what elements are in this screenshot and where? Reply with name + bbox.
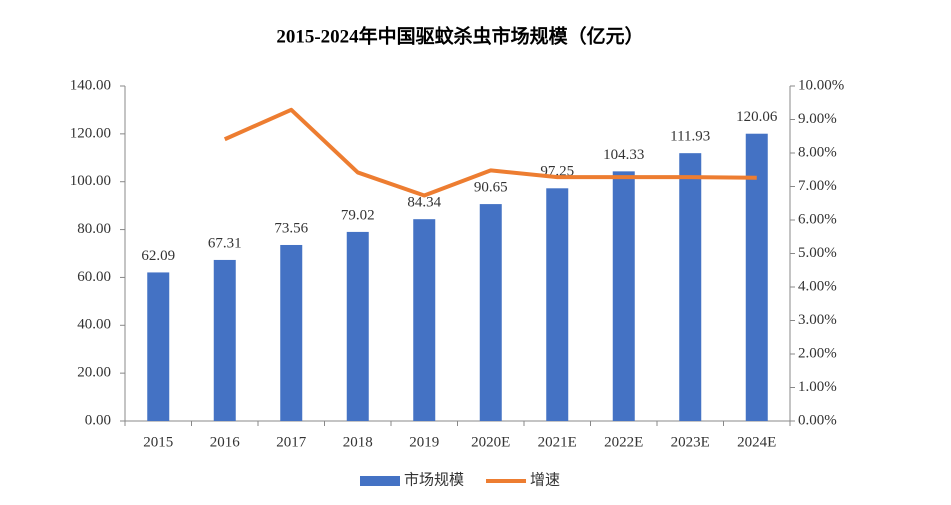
- y-tick-label: 100.00: [70, 173, 111, 189]
- x-tick-label: 2015: [143, 434, 173, 450]
- line: [223, 107, 757, 198]
- data-label: 120.06: [736, 109, 778, 125]
- data-label: 84.34: [407, 195, 441, 211]
- data-label: 104.33: [603, 147, 644, 163]
- data-label: 73.56: [274, 220, 308, 236]
- y2-tick-label: 4.00%: [798, 278, 837, 294]
- x-tick-label: 2022E: [604, 434, 643, 450]
- bar: [479, 204, 502, 421]
- x-tick-label: 2016: [210, 434, 241, 450]
- y2-tick-label: 1.00%: [798, 379, 837, 395]
- data-label: 90.65: [474, 180, 508, 196]
- y2-tick-label: 10.00%: [798, 77, 844, 93]
- y2-tick-label: 5.00%: [798, 245, 837, 261]
- y-tick-label: 20.00: [77, 365, 111, 381]
- y-tick-label: 140.00: [70, 77, 111, 93]
- x-tick-label: 2024E: [737, 434, 776, 450]
- y2-tick-label: 9.00%: [798, 111, 837, 127]
- chart-title: 2015-2024年中国驱蚊杀虫市场规模（亿元）: [276, 24, 643, 47]
- bar: [546, 188, 569, 421]
- bar: [213, 259, 236, 421]
- y2-tick-label: 7.00%: [798, 178, 837, 194]
- bar: [612, 171, 635, 421]
- bar: [147, 272, 170, 421]
- legend-label: 市场规模: [404, 471, 464, 488]
- y-tick-label: 80.00: [77, 221, 111, 237]
- bar: [679, 153, 702, 422]
- x-tick-label: 2021E: [538, 434, 577, 450]
- x-tick-label: 2017: [276, 434, 307, 450]
- data-label: 62.09: [141, 248, 175, 264]
- x-tick-label: 2020E: [471, 434, 510, 450]
- y-tick-label: 40.00: [77, 317, 111, 333]
- y-tick-label: 120.00: [70, 125, 111, 141]
- x-tick-label: 2019: [409, 434, 439, 450]
- bar: [280, 244, 303, 421]
- bar: [346, 231, 369, 421]
- data-label: 111.93: [670, 129, 710, 145]
- x-tick-label: 2023E: [671, 434, 710, 450]
- y2-tick-label: 3.00%: [798, 312, 837, 328]
- y2-tick-label: 8.00%: [798, 144, 837, 160]
- legend-label: 增速: [530, 471, 560, 488]
- y2-tick-label: 0.00%: [798, 412, 837, 428]
- y2-tick-label: 6.00%: [798, 211, 837, 227]
- bar: [745, 133, 768, 422]
- x-tick-label: 2018: [343, 434, 373, 450]
- data-label: 79.02: [341, 207, 375, 223]
- bar: [413, 219, 436, 421]
- y-tick-label: 0.00: [85, 412, 111, 428]
- y2-tick-label: 2.00%: [798, 345, 837, 361]
- data-label: 67.31: [208, 235, 242, 251]
- legend-swatch: [360, 476, 400, 486]
- y-tick-label: 60.00: [77, 269, 111, 285]
